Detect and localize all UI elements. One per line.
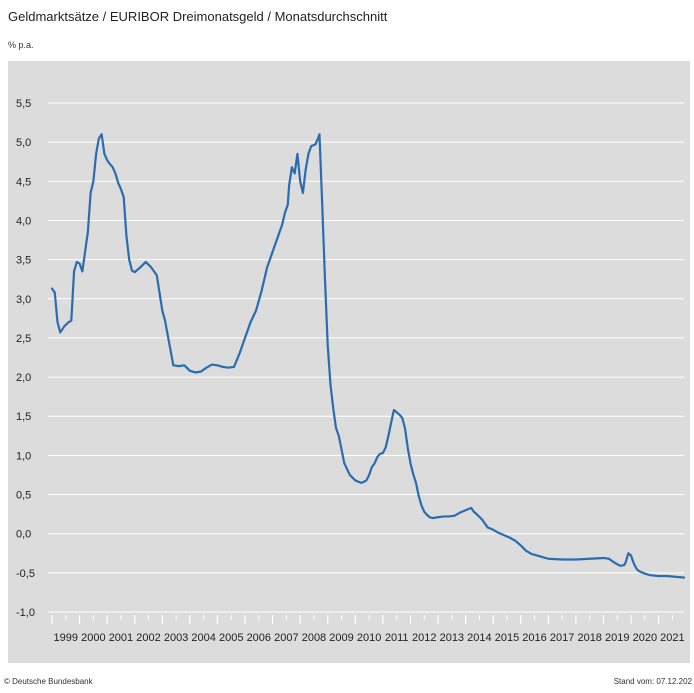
chart-title: Geldmarktsätze / EURIBOR Dreimonatsgeld … xyxy=(8,9,388,24)
x-tick-label: 2010 xyxy=(357,632,381,644)
x-tick-label: 2005 xyxy=(219,632,243,644)
x-tick-label: 2012 xyxy=(412,632,436,644)
x-tick-label: 2001 xyxy=(109,632,133,644)
x-tick-label: 2003 xyxy=(164,632,188,644)
y-tick-label: 4,5 xyxy=(16,176,31,188)
x-tick-label: 2020 xyxy=(633,632,657,644)
y-tick-label: 5,5 xyxy=(16,98,31,110)
x-tick-label: 2021 xyxy=(660,632,684,644)
y-tick-label: 0,5 xyxy=(16,490,31,502)
x-tick-label: 2002 xyxy=(136,632,160,644)
y-tick-label: 2,0 xyxy=(16,372,31,384)
x-tick-label: 2016 xyxy=(522,632,546,644)
source-label: © Deutsche Bundesbank xyxy=(4,677,93,686)
y-tick-label: 1,0 xyxy=(16,450,31,462)
x-tick-label: 2007 xyxy=(274,632,298,644)
x-tick-label: 2009 xyxy=(329,632,353,644)
unit-label: % p.a. xyxy=(8,40,34,50)
x-tick-label: 2014 xyxy=(467,632,491,644)
y-tick-label: 1,5 xyxy=(16,411,31,423)
x-tick-label: 2004 xyxy=(191,632,215,644)
y-tick-label: 3,0 xyxy=(16,294,31,306)
y-tick-label: -0,5 xyxy=(16,568,35,580)
x-tick-label: 1999 xyxy=(54,632,78,644)
x-tick-label: 2008 xyxy=(302,632,326,644)
y-tick-label: 4,0 xyxy=(16,215,31,227)
y-tick-label: 3,5 xyxy=(16,255,31,267)
y-tick-label: 5,0 xyxy=(16,137,31,149)
x-tick-label: 2018 xyxy=(577,632,601,644)
date-label: Stand vom: 07.12.202 xyxy=(613,677,692,686)
x-tick-label: 2015 xyxy=(495,632,519,644)
chart-panel: -1,0 -0,5 0,0 0,5 1,0 1,5 2,0 2,5 3,0 3,5 4,0 4,5 5,… xyxy=(8,61,690,663)
x-tick-label: 2017 xyxy=(550,632,574,644)
x-tick-label: 2000 xyxy=(81,632,105,644)
y-tick-label: -1,0 xyxy=(16,607,35,619)
y-tick-label: 2,5 xyxy=(16,333,31,345)
euribor-series-line xyxy=(50,133,686,579)
x-tick-label: 2019 xyxy=(605,632,629,644)
x-tick-label: 2006 xyxy=(247,632,271,644)
x-tick-label: 2011 xyxy=(385,632,409,644)
y-tick-label: 0,0 xyxy=(16,529,31,541)
x-tick-label: 2013 xyxy=(440,632,464,644)
line-chart: -1,0 -0,5 0,0 0,5 1,0 1,5 2,0 2,5 3,0 3,5 4,0 4,5 5,… xyxy=(16,98,686,644)
